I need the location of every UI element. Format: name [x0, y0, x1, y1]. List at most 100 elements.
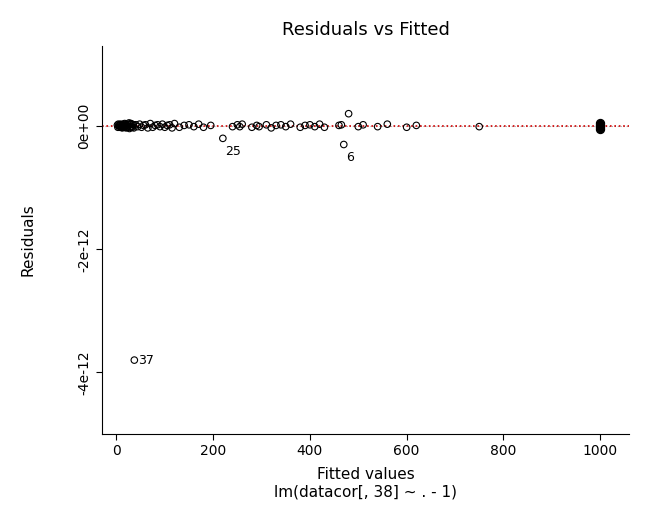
Point	[162, 121, 172, 129]
Point	[382, 120, 393, 128]
Point	[112, 123, 123, 132]
Point	[339, 140, 349, 149]
Point	[205, 121, 216, 129]
Point	[122, 121, 132, 129]
Point	[402, 123, 412, 132]
Point	[152, 121, 162, 129]
Point	[315, 120, 325, 128]
Point	[122, 123, 132, 132]
Point	[118, 121, 128, 129]
Point	[235, 123, 245, 131]
Point	[116, 121, 127, 129]
Point	[145, 120, 155, 128]
Text: 25: 25	[226, 145, 241, 158]
Point	[142, 124, 153, 132]
Point	[309, 123, 320, 131]
X-axis label: Fitted values
lm(datacor[, 38] ~ . - 1): Fitted values lm(datacor[, 38] ~ . - 1)	[274, 467, 457, 499]
Point	[261, 121, 272, 129]
Point	[116, 120, 126, 128]
Title: Residuals vs Fitted: Residuals vs Fitted	[281, 21, 450, 39]
Point	[300, 121, 310, 129]
Point	[155, 123, 165, 131]
Point	[125, 120, 135, 128]
Point	[164, 121, 175, 129]
Point	[411, 121, 422, 129]
Point	[124, 119, 134, 127]
Point	[319, 123, 330, 132]
Point	[246, 123, 257, 132]
Point	[136, 123, 147, 132]
Point	[305, 121, 315, 129]
Point	[254, 123, 265, 131]
Point	[595, 125, 605, 133]
Point	[138, 121, 149, 129]
Point	[160, 123, 170, 132]
Point	[285, 120, 296, 128]
Point	[126, 123, 136, 131]
Point	[174, 123, 185, 132]
Point	[118, 123, 129, 131]
Point	[122, 120, 133, 128]
Point	[188, 123, 199, 131]
Point	[135, 120, 145, 128]
Point	[276, 121, 286, 129]
Point	[114, 121, 125, 129]
Point	[179, 121, 189, 129]
Point	[133, 123, 143, 131]
Text: 6: 6	[346, 151, 354, 164]
Point	[169, 120, 179, 128]
Point	[271, 121, 281, 129]
Point	[119, 123, 129, 132]
Point	[114, 121, 124, 129]
Point	[112, 121, 123, 129]
Point	[125, 120, 136, 128]
Point	[140, 121, 151, 129]
Point	[595, 119, 605, 127]
Point	[474, 123, 484, 131]
Point	[336, 121, 346, 129]
Point	[266, 124, 276, 132]
Point	[148, 123, 158, 132]
Point	[129, 124, 139, 132]
Point	[227, 123, 238, 131]
Point	[167, 124, 177, 132]
Point	[237, 120, 248, 128]
Point	[128, 121, 138, 129]
Point	[115, 123, 125, 131]
Point	[120, 120, 130, 128]
Point	[131, 121, 141, 129]
Point	[194, 120, 204, 128]
Point	[372, 123, 383, 131]
Point	[120, 121, 131, 129]
Point	[150, 121, 161, 129]
Point	[595, 123, 605, 131]
Point	[117, 124, 127, 132]
Point	[129, 356, 140, 364]
Point	[125, 123, 136, 132]
Point	[113, 120, 124, 128]
Point	[333, 121, 344, 129]
Text: 37: 37	[138, 354, 154, 367]
Point	[595, 121, 605, 129]
Point	[114, 123, 125, 132]
Point	[358, 121, 369, 129]
Point	[157, 120, 168, 128]
Point	[232, 121, 242, 129]
Point	[127, 120, 137, 128]
Point	[353, 123, 363, 131]
Point	[343, 110, 354, 118]
Point	[120, 123, 131, 131]
Point	[281, 123, 291, 131]
Point	[116, 123, 127, 132]
Point	[123, 123, 133, 131]
Point	[295, 123, 306, 132]
Point	[252, 121, 262, 129]
Point	[118, 120, 129, 128]
Point	[198, 123, 209, 132]
Point	[124, 124, 135, 133]
Point	[121, 124, 131, 132]
Point	[184, 121, 194, 129]
Point	[218, 134, 228, 142]
Point	[127, 123, 138, 132]
Y-axis label: Residuals: Residuals	[21, 204, 36, 276]
